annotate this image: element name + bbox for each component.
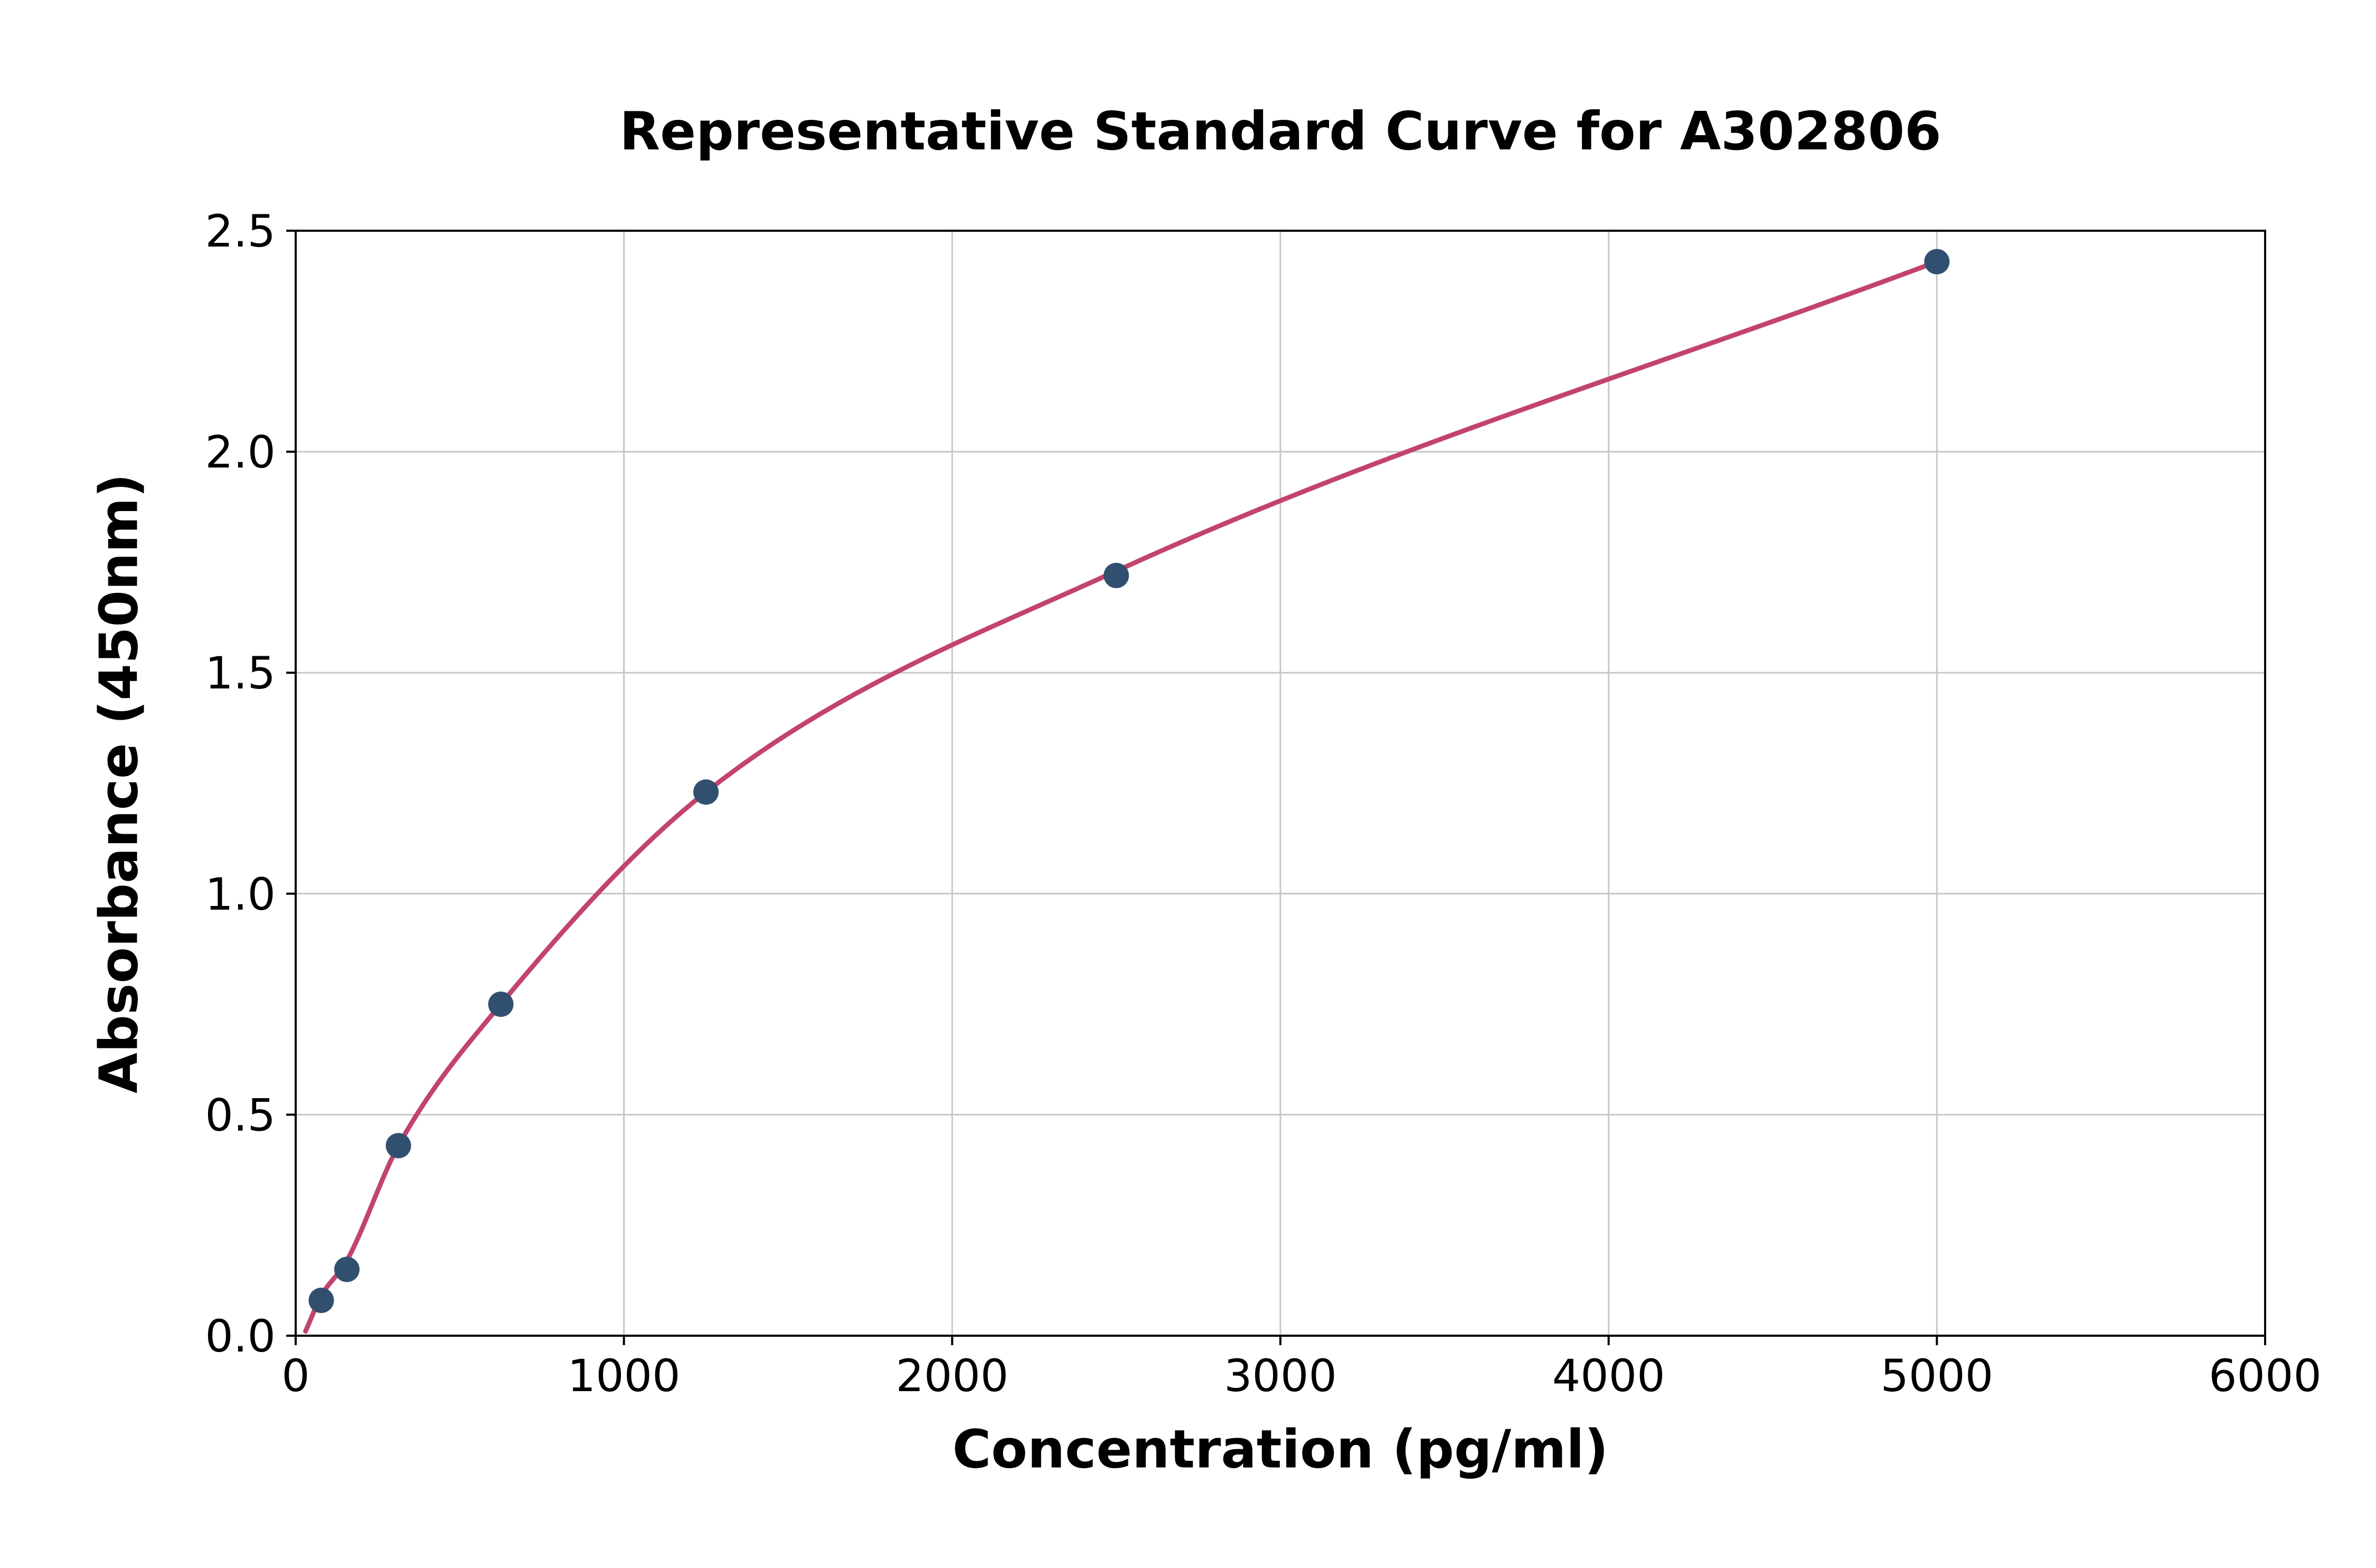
fit-curve <box>303 259 1939 1334</box>
data-point <box>385 1133 411 1159</box>
data-point <box>488 991 514 1017</box>
x-tick-label: 0 <box>281 1350 309 1402</box>
x-tick-label: 4000 <box>1552 1350 1665 1402</box>
y-tick-label: 2.5 <box>205 205 276 257</box>
data-point <box>1924 249 1950 275</box>
x-tick-label: 5000 <box>1880 1350 1993 1402</box>
data-point <box>693 779 719 805</box>
data-point <box>308 1288 334 1314</box>
y-tick-label: 1.5 <box>205 647 276 699</box>
chart-title: Representative Standard Curve for A30280… <box>619 100 1941 162</box>
x-tick-label: 2000 <box>895 1350 1008 1402</box>
x-tick-label: 3000 <box>1224 1350 1337 1402</box>
data-point <box>1104 563 1129 589</box>
x-axis-label: Concentration (pg/ml) <box>952 1418 1609 1480</box>
x-tick-label: 1000 <box>568 1350 681 1402</box>
data-point <box>334 1257 360 1282</box>
y-tick-label: 2.0 <box>205 427 276 478</box>
y-tick-label: 1.0 <box>205 868 276 920</box>
x-tick-label: 6000 <box>2209 1350 2322 1402</box>
y-tick-label: 0.0 <box>205 1310 276 1362</box>
y-tick-label: 0.5 <box>205 1089 276 1141</box>
